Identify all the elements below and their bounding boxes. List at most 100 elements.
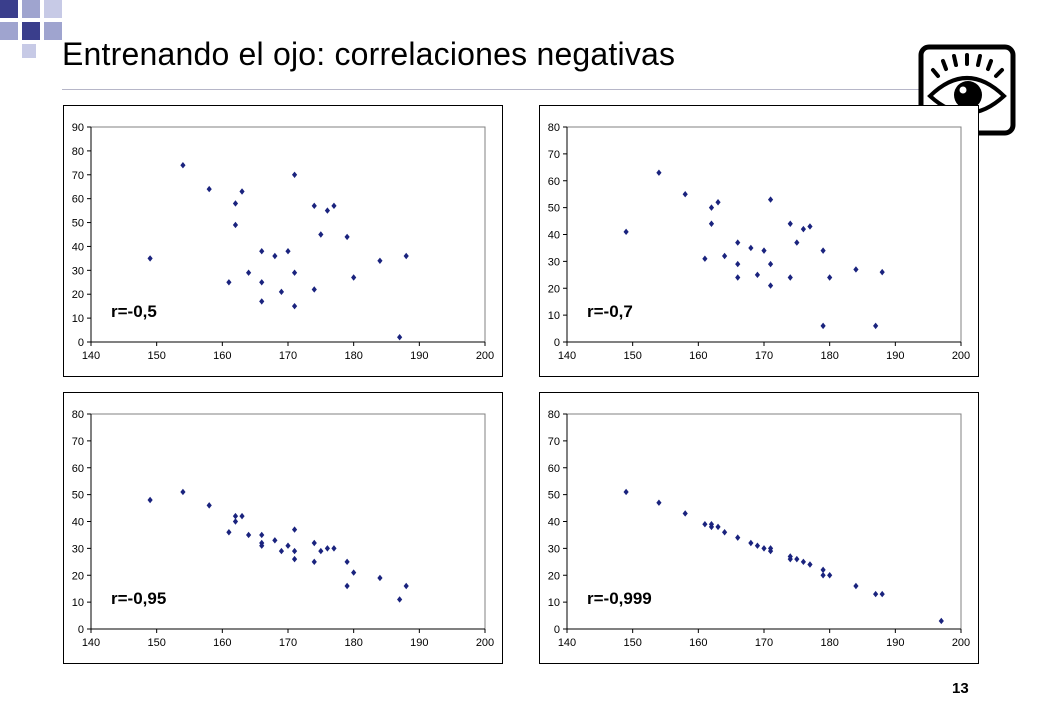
x-tick-label: 190 — [410, 350, 428, 362]
y-tick-label: 30 — [72, 265, 84, 277]
y-tick-label: 20 — [72, 289, 84, 301]
data-point — [800, 225, 806, 233]
y-tick-label: 40 — [72, 241, 84, 253]
x-tick-label: 140 — [82, 637, 100, 649]
y-tick-label: 10 — [548, 597, 560, 609]
data-point — [748, 244, 754, 252]
data-point — [794, 239, 800, 246]
x-tick-label: 180 — [344, 637, 362, 649]
y-tick-label: 50 — [72, 218, 84, 230]
data-point — [246, 531, 252, 539]
y-tick-label: 0 — [554, 337, 560, 349]
data-point — [853, 266, 859, 273]
y-tick-label: 0 — [78, 337, 84, 349]
data-point — [827, 274, 833, 281]
data-point — [285, 248, 291, 255]
data-point — [259, 531, 265, 539]
x-tick-label: 150 — [147, 350, 165, 362]
data-point — [226, 529, 232, 536]
x-tick-label: 200 — [476, 350, 494, 362]
data-point — [344, 558, 350, 566]
data-point — [702, 520, 708, 528]
data-point — [318, 547, 324, 555]
decorative-squares — [0, 0, 80, 60]
title-divider — [62, 89, 992, 90]
data-point — [748, 539, 754, 547]
data-point — [938, 617, 944, 625]
y-tick-label: 50 — [548, 203, 560, 215]
data-point — [761, 545, 767, 552]
y-tick-label: 0 — [78, 624, 84, 636]
y-tick-label: 30 — [548, 543, 560, 555]
scatter-plot-svg: 0 10 20 30 40 50 60 70 80 140 150 160 170 180 190 200 r=… — [63, 392, 503, 664]
data-point — [311, 202, 317, 210]
data-point — [259, 298, 265, 305]
x-tick-label: 200 — [952, 637, 970, 649]
data-point — [206, 502, 212, 509]
x-tick-label: 170 — [279, 637, 297, 649]
x-tick-label: 150 — [623, 637, 641, 649]
data-point — [344, 233, 350, 241]
data-point — [827, 572, 833, 579]
data-point — [239, 512, 245, 520]
data-point — [761, 247, 767, 254]
data-point — [879, 268, 885, 276]
data-point — [787, 555, 793, 563]
data-point — [278, 547, 285, 555]
x-tick-label: 170 — [279, 350, 297, 362]
y-tick-label: 60 — [548, 463, 560, 475]
data-point — [246, 269, 252, 276]
correlation-label: r=-0,5 — [111, 302, 157, 321]
data-point — [147, 255, 153, 262]
y-tick-label: 50 — [72, 490, 84, 502]
data-point — [853, 582, 859, 590]
data-point — [291, 302, 298, 310]
data-point — [291, 171, 298, 178]
y-tick-label: 10 — [72, 597, 84, 609]
data-point — [331, 202, 337, 210]
x-tick-label: 180 — [820, 350, 838, 362]
data-point — [232, 518, 239, 525]
x-tick-label: 140 — [82, 350, 100, 362]
data-point — [820, 566, 826, 574]
scatter-chart-r-07: 0 10 20 30 40 50 60 70 80 140 150 160 170 180 190 200 r=… — [539, 105, 979, 377]
deco-square — [22, 22, 40, 40]
data-point — [767, 547, 774, 555]
y-tick-label: 80 — [548, 409, 560, 421]
y-tick-label: 50 — [548, 490, 560, 502]
scatter-plot-svg: 0 10 20 30 40 50 60 70 80 140 150 160 170 180 190 200 r=… — [539, 105, 979, 377]
data-point — [232, 512, 239, 520]
data-point — [232, 200, 239, 207]
data-point — [735, 260, 741, 268]
y-tick-label: 40 — [72, 517, 84, 529]
data-point — [403, 252, 409, 260]
data-point — [311, 286, 317, 293]
data-point — [735, 239, 741, 246]
x-tick-label: 190 — [886, 637, 904, 649]
data-point — [232, 221, 239, 229]
x-tick-label: 200 — [476, 637, 494, 649]
y-tick-label: 20 — [548, 570, 560, 582]
chart-frame — [539, 105, 979, 377]
y-tick-label: 80 — [72, 409, 84, 421]
x-tick-label: 150 — [147, 637, 165, 649]
data-point — [715, 523, 721, 531]
data-point — [722, 529, 728, 536]
y-tick-label: 70 — [72, 170, 84, 182]
data-point — [311, 558, 317, 566]
data-point — [278, 288, 285, 296]
y-tick-label: 0 — [554, 624, 560, 636]
data-point — [403, 582, 409, 590]
y-tick-label: 60 — [548, 176, 560, 188]
y-tick-label: 80 — [548, 122, 560, 134]
data-point — [735, 534, 741, 541]
deco-square — [0, 22, 18, 40]
data-point — [272, 537, 278, 544]
x-tick-label: 160 — [689, 350, 707, 362]
y-tick-label: 90 — [72, 122, 84, 134]
data-point — [291, 547, 298, 555]
y-tick-label: 30 — [548, 256, 560, 268]
data-point — [351, 569, 357, 576]
data-point — [206, 185, 212, 193]
scatter-chart-r-0999: 0 10 20 30 40 50 60 70 80 140 150 160 170 180 190 200 r=… — [539, 392, 979, 664]
